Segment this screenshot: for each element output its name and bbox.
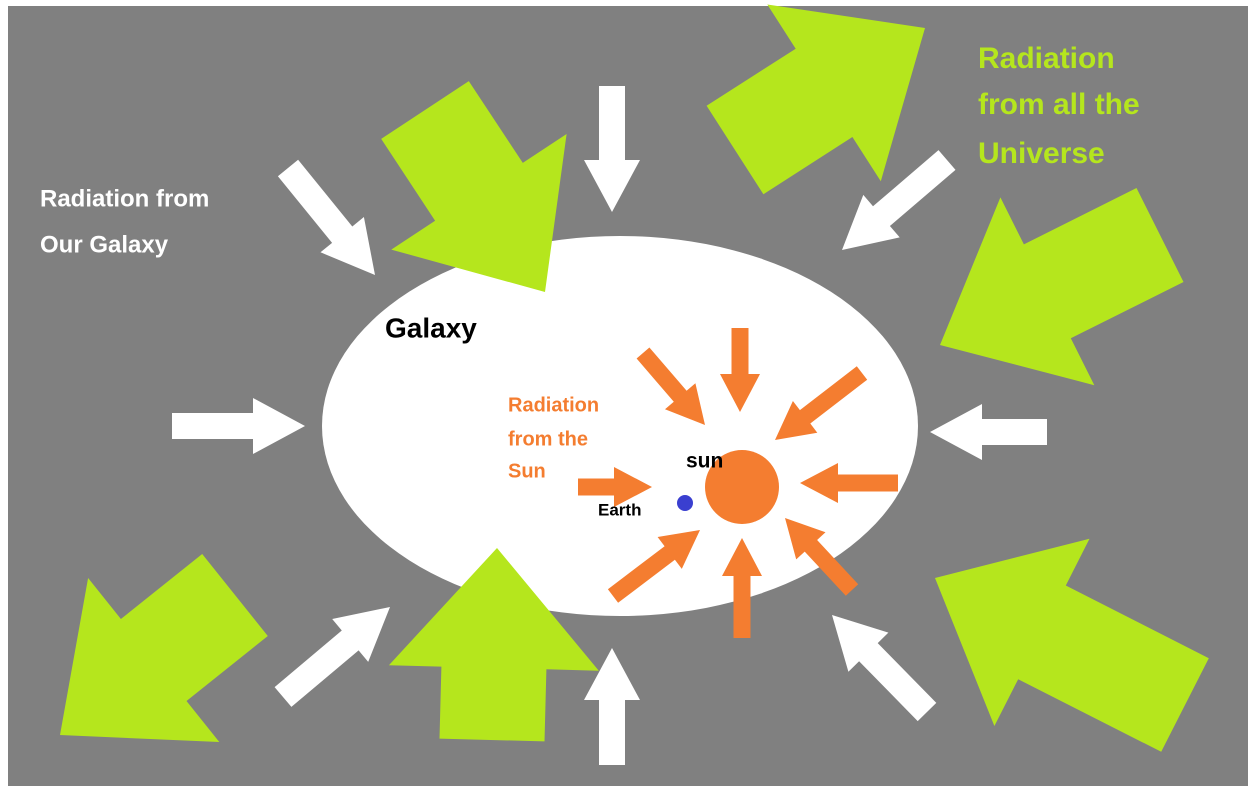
universe-label: from all the — [978, 88, 1140, 121]
universe-arrow — [388, 548, 599, 742]
sun-arrow — [636, 347, 705, 425]
universe-arrow — [60, 554, 268, 742]
arrows — [60, 4, 1209, 765]
galaxy-label: Galaxy — [385, 312, 477, 343]
sun-arrow — [607, 530, 700, 603]
galaxy-arrow — [842, 150, 956, 250]
galaxy-arrow — [584, 86, 640, 212]
sun-label: sun — [686, 450, 723, 473]
sun-arrow — [785, 518, 859, 596]
galaxy-arrow — [930, 404, 1047, 460]
sun-arrow — [800, 463, 898, 503]
universe-arrow — [935, 538, 1209, 752]
galaxy-arrow — [832, 615, 937, 722]
galaxy-ellipse — [322, 236, 918, 616]
sun-radiation-label: from the — [508, 428, 588, 450]
galaxy-arrow — [172, 398, 305, 454]
galaxy-radiation-label: Radiation from — [40, 185, 209, 212]
universe-label: Universe — [978, 137, 1105, 170]
sun-radiation-label: Sun — [508, 460, 546, 482]
universe-arrow — [940, 188, 1184, 386]
universe-arrow — [706, 4, 925, 195]
galaxy-arrow — [584, 648, 640, 765]
earth-dot — [677, 495, 693, 511]
sun-disc — [705, 450, 779, 524]
galaxy-arrow — [277, 159, 375, 275]
sun-arrow — [775, 366, 868, 440]
galaxy-radiation-label: Our Galaxy — [40, 231, 169, 258]
sun-arrow — [720, 328, 760, 412]
universe-arrow — [381, 81, 567, 292]
earth-label: Earth — [598, 500, 641, 519]
sun-arrow — [722, 538, 762, 638]
sun-radiation-label: Radiation — [508, 394, 599, 416]
universe-label: Radiation — [978, 42, 1115, 75]
sun-arrow — [578, 467, 652, 507]
galaxy-arrow — [274, 607, 390, 707]
